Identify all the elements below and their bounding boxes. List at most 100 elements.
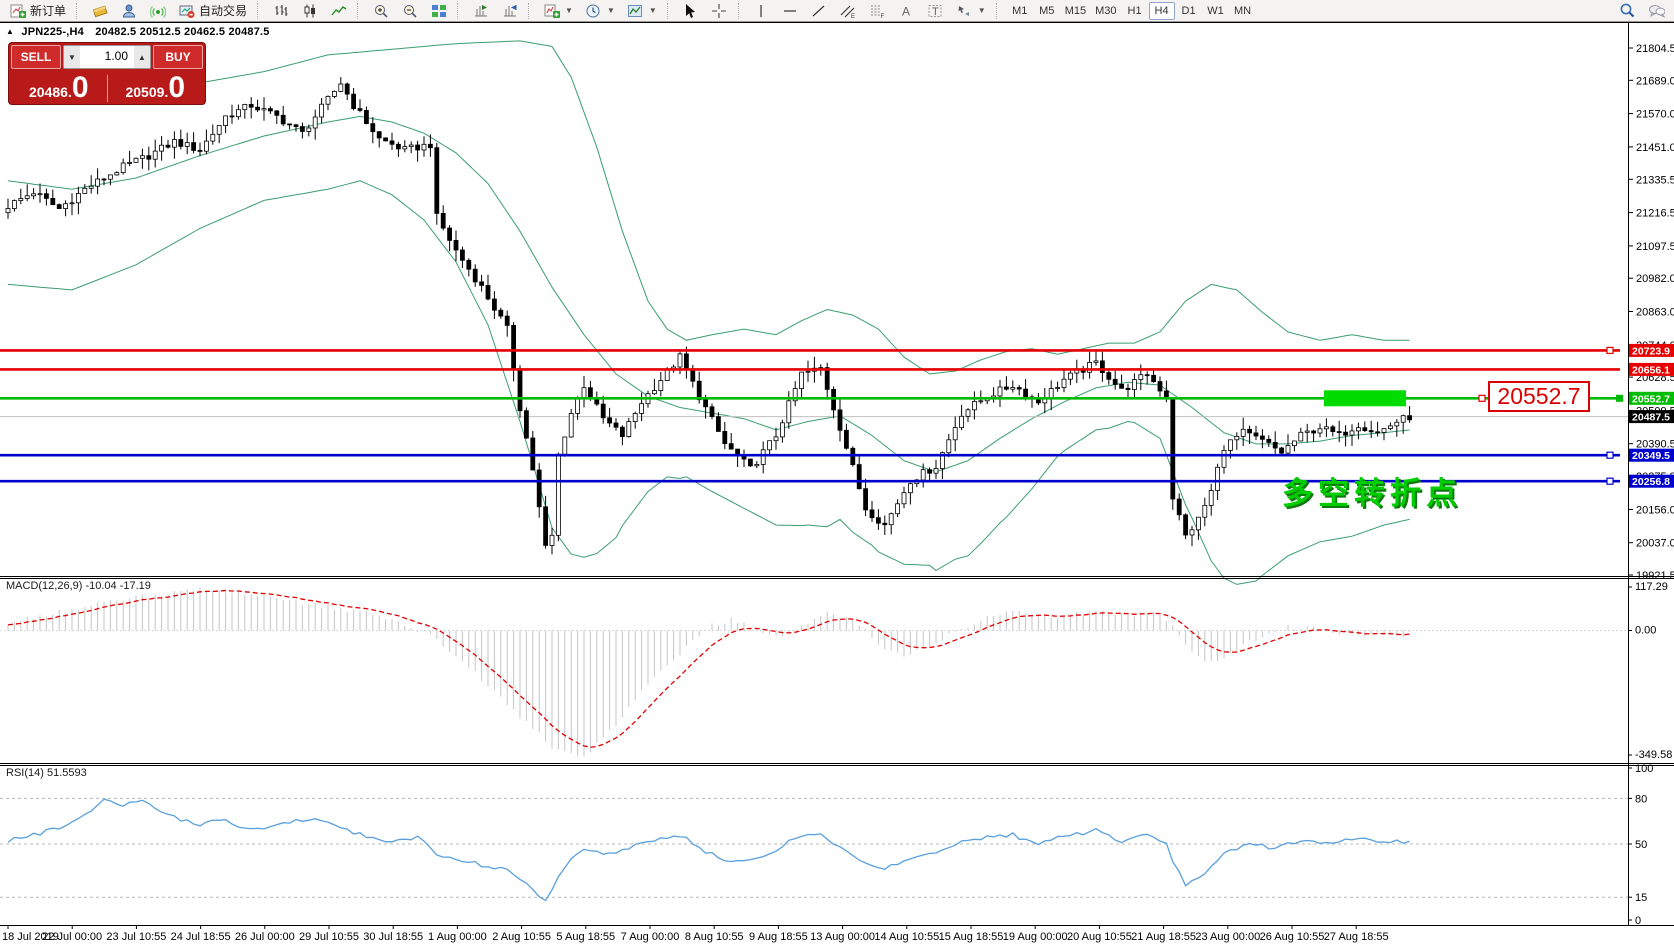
auto-scroll-button[interactable] — [496, 1, 523, 21]
timeframe-W1[interactable]: W1 — [1207, 4, 1224, 17]
community-button[interactable] — [115, 1, 142, 21]
periods-button[interactable]: ▼ — [580, 1, 620, 21]
hline-tool-button[interactable] — [777, 1, 804, 21]
sell-price[interactable]: 20486. 0 — [11, 73, 107, 103]
tile-windows-button[interactable] — [425, 1, 452, 21]
candlesticks — [5, 77, 1412, 555]
svg-text:23 Jul 10:55: 23 Jul 10:55 — [106, 931, 166, 943]
text-label-tool-button[interactable]: T — [922, 1, 949, 21]
dropdown-caret-icon: ▼ — [648, 6, 657, 15]
timeframe-M15[interactable]: M15 — [1064, 4, 1087, 17]
timeframe-H4[interactable]: H4 — [1148, 1, 1175, 20]
clock-icon — [585, 2, 602, 19]
trendline-tool-button[interactable] — [806, 1, 833, 21]
add-indicator-icon — [543, 2, 560, 19]
chart-collapse-icon[interactable]: ▲ — [6, 27, 15, 36]
chart-shift-icon — [472, 2, 489, 19]
zoom-in-button[interactable] — [367, 1, 394, 21]
trendline-icon — [811, 2, 828, 19]
template-button[interactable]: ▼ — [622, 1, 662, 21]
fibonacci-tool-button[interactable]: F — [864, 1, 891, 21]
svg-text:21097.5: 21097.5 — [1636, 241, 1674, 253]
volume-stepper: ▼ 1.00 ▲ — [63, 45, 151, 69]
svg-text:20037.0: 20037.0 — [1636, 538, 1674, 550]
autotrading-label: 自动交易 — [199, 4, 248, 18]
text-tool-icon: A — [898, 2, 915, 19]
svg-text:24 Jul 18:55: 24 Jul 18:55 — [171, 931, 231, 943]
volume-decrease-button[interactable]: ▼ — [64, 46, 80, 68]
text-label-icon: T — [927, 2, 944, 19]
timeframe-M30[interactable]: M30 — [1095, 4, 1117, 17]
turning-point-annotation[interactable]: 多空转折点 — [1282, 476, 1462, 511]
arrows-tool-button[interactable]: ▼ — [951, 1, 991, 21]
chart-shift-button[interactable] — [467, 1, 494, 21]
timeframe-D1[interactable]: D1 — [1181, 4, 1196, 17]
chart-canvas[interactable]: 21804.5 21689.0 21570.0 21451.0 21335.5 21216… — [0, 22, 1674, 945]
crosshair-tool-button[interactable] — [706, 1, 733, 21]
new-order-button[interactable]: 新订单 — [4, 1, 71, 21]
rsi-label: RSI(14) 51.5593 — [6, 767, 87, 779]
sell-button[interactable]: SELL — [11, 45, 61, 69]
indicator-axes: 117.29 0.00 -349.58 100 80 50 15 0 — [1628, 581, 1672, 927]
svg-text:0.00: 0.00 — [1635, 625, 1656, 637]
dropdown-caret-icon: ▼ — [977, 6, 986, 15]
timeframe-M1[interactable]: M1 — [1012, 4, 1028, 17]
panel-separators — [0, 22, 1674, 926]
svg-text:30 Jul 18:55: 30 Jul 18:55 — [363, 931, 423, 943]
chat-button[interactable] — [1643, 1, 1670, 21]
zoom-out-button[interactable] — [396, 1, 423, 21]
buy-price[interactable]: 20509. 0 — [106, 73, 204, 103]
cursor-tool-button[interactable] — [677, 1, 704, 21]
svg-text:20863.0: 20863.0 — [1636, 307, 1674, 319]
svg-text:20552.7: 20552.7 — [1632, 393, 1670, 405]
equidistant-channel-icon: E — [840, 2, 857, 19]
toolbar-separator — [995, 2, 1001, 19]
bar-chart-button[interactable] — [267, 1, 294, 21]
toolbar-separator — [357, 2, 362, 19]
signals-icon — [149, 2, 166, 19]
toolbar: 新订单 自动交易 — [0, 0, 1674, 22]
svg-text:20349.5: 20349.5 — [1632, 450, 1670, 462]
svg-text:20656.1: 20656.1 — [1632, 364, 1670, 376]
svg-text:A: A — [902, 4, 910, 18]
search-button[interactable] — [1614, 1, 1641, 21]
vertical-line-icon — [753, 2, 770, 19]
svg-text:2 Aug 10:55: 2 Aug 10:55 — [492, 931, 551, 943]
svg-text:23 Aug 00:00: 23 Aug 00:00 — [1195, 931, 1260, 943]
line-chart-button[interactable] — [325, 1, 352, 21]
symbol-info-line: ▲ JPN225-,H4 20482.5 20512.5 20462.5 204… — [6, 26, 270, 38]
text-tool-button[interactable]: A — [893, 1, 920, 21]
buy-button[interactable]: BUY — [153, 45, 203, 69]
timeframe-M5[interactable]: M5 — [1039, 4, 1055, 17]
timeframe-MN[interactable]: MN — [1233, 4, 1252, 17]
deposit-button[interactable] — [86, 1, 113, 21]
line-chart-icon — [330, 2, 347, 19]
timeframe-H1[interactable]: H1 — [1127, 4, 1142, 17]
chat-icon — [1648, 2, 1665, 19]
vline-tool-button[interactable] — [748, 1, 775, 21]
svg-text:26 Aug 10:55: 26 Aug 10:55 — [1260, 931, 1325, 943]
horizontal-line-icon — [782, 2, 799, 19]
price-callout-label[interactable]: 20552.7 — [1488, 381, 1590, 412]
svg-text:0: 0 — [1635, 915, 1641, 927]
signals-button[interactable] — [144, 1, 171, 21]
volume-field[interactable]: 1.00 — [80, 46, 134, 68]
add-indicator-button[interactable]: ▼ — [538, 1, 578, 21]
candlestick-button[interactable] — [296, 1, 323, 21]
svg-text:20487.5: 20487.5 — [1632, 412, 1670, 424]
toolbar-separator — [76, 2, 81, 19]
svg-text:E: E — [851, 14, 855, 19]
svg-text:20256.8: 20256.8 — [1632, 476, 1670, 488]
svg-text:-349.58: -349.58 — [1635, 749, 1672, 761]
channel-tool-button[interactable]: E — [835, 1, 862, 21]
deposit-icon — [91, 2, 108, 19]
bollinger-bands — [7, 40, 1410, 585]
candlestick-icon — [301, 2, 318, 19]
cursor-icon — [682, 2, 699, 19]
ohlc-values: 20482.5 20512.5 20462.5 20487.5 — [95, 26, 270, 38]
volume-increase-button[interactable]: ▲ — [134, 46, 150, 68]
auto-scroll-icon — [501, 2, 518, 19]
autotrading-button[interactable]: 自动交易 — [173, 1, 252, 21]
toolbar-separator — [666, 2, 672, 19]
svg-text:19921.5: 19921.5 — [1636, 570, 1674, 582]
